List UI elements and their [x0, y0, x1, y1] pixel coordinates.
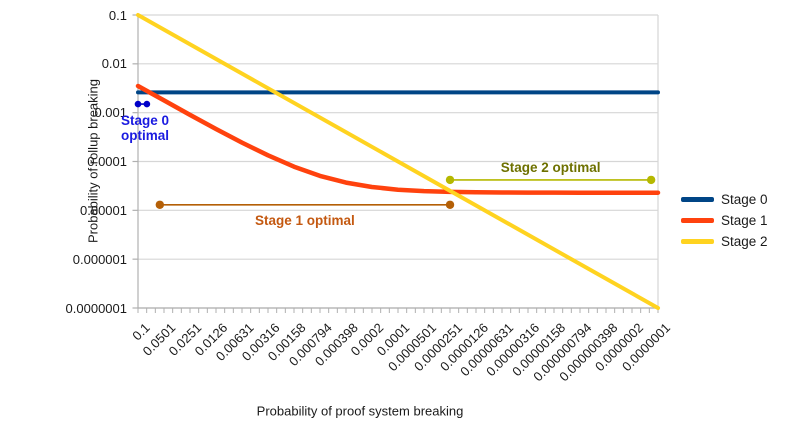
legend-label: Stage 1	[721, 213, 768, 228]
stage-0-optimal-label: Stage 0 optimal	[121, 113, 170, 144]
y-tick-label: 0.0001	[87, 154, 127, 169]
stage-2-optimal-dot	[445, 175, 455, 185]
stage-2-optimal-dot	[646, 175, 656, 185]
stage-0-optimal-dot	[134, 100, 142, 108]
legend-swatch	[681, 197, 714, 202]
y-tick-label: 0.0000001	[65, 300, 127, 316]
series-line-stage-1	[135, 83, 661, 195]
legend-swatch	[681, 218, 714, 223]
y-tick-label: 0.01	[101, 56, 127, 72]
y-axis-title: Probability of rollup breaking	[85, 78, 101, 244]
stage-0-optimal-dot	[143, 100, 151, 108]
legend: Stage 0 Stage 1 Stage 2	[681, 192, 768, 249]
stage-1-optimal-label: Stage 1 optimal	[255, 212, 355, 228]
stage-1-optimal-dot	[445, 200, 455, 209]
legend-item-stage-2: Stage 2	[681, 234, 768, 249]
y-tick-label: 0.1	[108, 7, 127, 23]
y-tick-label: 0.00001	[80, 202, 127, 218]
legend-label: Stage 2	[721, 234, 768, 249]
legend-swatch	[681, 239, 714, 244]
y-tick-label: 0.001	[94, 105, 127, 121]
stage-1-optimal-dot	[155, 200, 165, 209]
legend-label: Stage 0	[721, 192, 768, 207]
legend-item-stage-0: Stage 0	[681, 192, 768, 207]
stage-2-optimal-label: Stage 2 optimal	[500, 159, 601, 175]
series-line-stage-2	[136, 13, 660, 310]
x-axis-title: Probability of proof system breaking	[256, 403, 464, 419]
legend-item-stage-1: Stage 1	[681, 213, 768, 228]
y-tick-label: 0.000001	[72, 251, 127, 267]
